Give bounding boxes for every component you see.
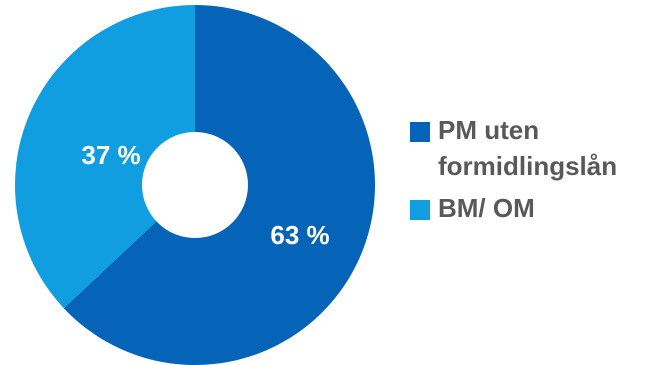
legend-label-bm-om: BM/ OM xyxy=(438,193,535,223)
legend-label-pm: PM uten formidlingslån xyxy=(438,115,618,181)
legend-swatch-bm-om xyxy=(410,200,430,220)
data-label-pm: 63 % xyxy=(270,220,329,250)
donut-hole xyxy=(142,132,248,238)
data-label-bm-om: 37 % xyxy=(81,140,140,170)
data-labels: 63 % 37 % xyxy=(81,140,329,250)
legend: PM uten formidlingslån BM/ OM xyxy=(410,112,655,232)
legend-item-bm-om: BM/ OM xyxy=(410,190,655,226)
legend-item-pm: PM uten formidlingslån xyxy=(410,112,655,184)
slice-bm-om xyxy=(15,5,195,309)
legend-swatch-pm xyxy=(410,122,430,142)
